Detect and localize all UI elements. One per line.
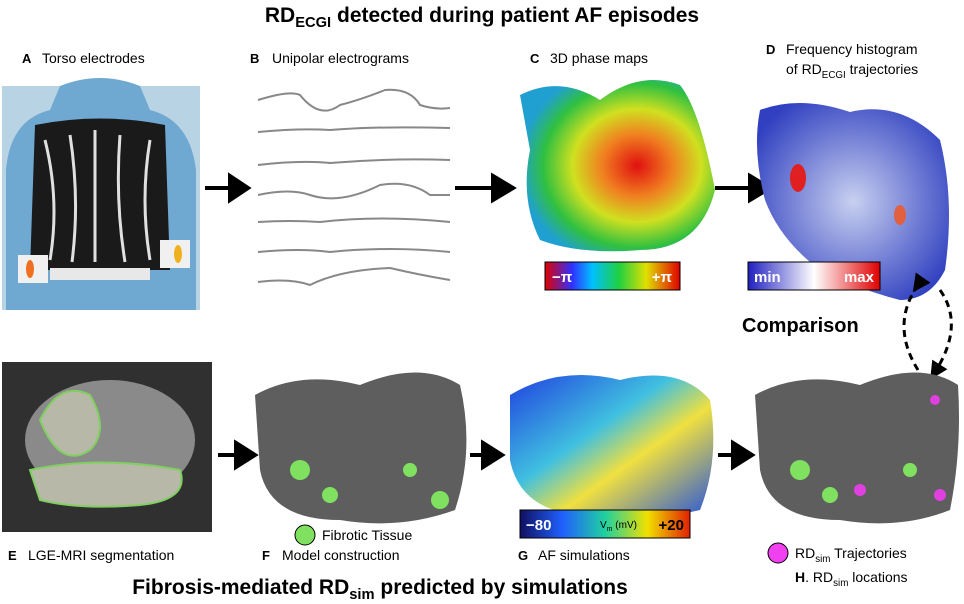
panel-letter: G [518,548,528,563]
legend-label: RDsim Trajectories [795,545,907,565]
legend-swatch [767,542,789,564]
hotspot [790,164,806,192]
panel-letter: H [795,569,805,585]
title-sub: ECGI [295,15,331,31]
label-text: . RD [805,569,833,585]
panel-letter: B [250,51,259,66]
label-text: trajectories [846,61,918,77]
heart-models [255,372,959,524]
title-sub: sim [349,587,374,603]
title-text: predicted by simulations [375,576,628,599]
panel-label: of RDECGI trajectories [786,61,918,81]
panel-label: Model construction [282,547,400,563]
comparison-label: Comparison [742,315,859,337]
label-text: (mV) [613,520,637,531]
panel-label: Unipolar electrograms [272,50,409,66]
colorbar [747,261,881,291]
histogram-map [756,102,949,300]
colorbar-label: +π [652,269,673,286]
panel-letter: A [22,51,32,66]
panel-label: Torso electrodes [42,50,145,66]
label-sub: sim [815,554,830,565]
panel-letter: D [766,42,775,57]
bottom-title: Fibrosis-mediated RDsim predicted by sim… [132,576,628,603]
colorbar-label: −π [552,269,573,286]
label-text: RD [795,545,815,561]
label-sub: ECGI [822,70,846,81]
electrograms [257,88,451,287]
label-sub: sim [833,578,848,589]
panel-label: 3D phase maps [550,50,648,66]
panel-letter: E [8,548,17,563]
colorbar [519,509,691,539]
colorbar-label: max [844,269,875,286]
colorbar-title: Vm (mV) [600,520,637,533]
title-text: Fibrosis-mediated RD [132,576,349,599]
title-text: RD [265,4,295,27]
panel-letter: C [530,51,540,66]
mri-image [2,362,212,532]
title-text: detected during patient AF episodes [331,4,699,27]
panel-letter: F [262,548,270,563]
colorbar-label: +20 [659,517,684,534]
label-text: Trajectories [830,545,906,561]
legend-label: Fibrotic Tissue [322,527,412,543]
colorbar-label: −80 [526,517,551,534]
comparison-arrow [902,285,953,372]
label-sub: m [607,526,613,533]
legend-swatch [294,524,316,546]
hotspot [894,205,906,225]
label-text: locations [848,569,907,585]
panel-label: AF simulations [538,547,630,563]
arrows [218,439,756,471]
panel-label: Frequency histogram [786,41,918,57]
panel-label: LGE-MRI segmentation [28,547,174,563]
title: RDECGI detected during patient AF episod… [265,4,699,31]
phase-map [520,80,715,252]
colorbar [544,261,681,291]
label-text: V [600,520,607,531]
colorbar-label: min [754,269,781,286]
torso-image [2,78,200,310]
arrows [205,172,774,204]
panel-label: H. RDsim locations [795,569,908,589]
label-text: of RD [786,61,822,77]
